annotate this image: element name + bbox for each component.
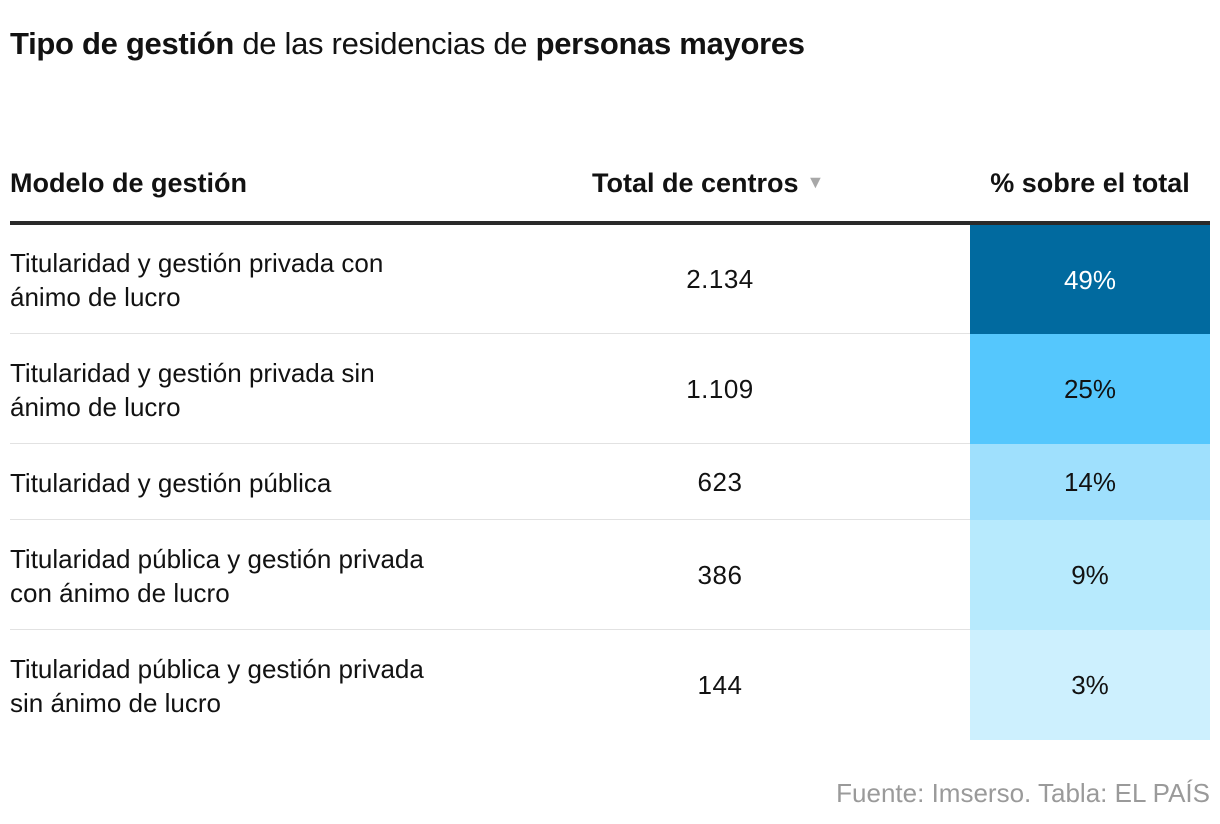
title-regular: de las residencias de (234, 26, 536, 61)
table-row: Titularidad y gestión privada con ánimo … (10, 225, 1210, 334)
sort-down-icon[interactable]: ▼ (806, 172, 825, 192)
cell-model: Titularidad y gestión pública (10, 467, 332, 498)
cell-total: 386 (697, 559, 743, 590)
header-divider (10, 221, 1210, 225)
data-table: Titularidad y gestión privada con ánimo … (10, 225, 1210, 740)
cell-pct: 9% (970, 520, 1210, 630)
cell-total: 144 (697, 669, 743, 700)
cell-total: 1.109 (686, 373, 754, 404)
source-note: Fuente: Imserso. Tabla: EL PAÍS (836, 778, 1210, 808)
cell-pct: 49% (970, 225, 1210, 334)
column-header-total-label[interactable]: Total de centros (592, 168, 799, 198)
cell-pct: 25% (970, 334, 1210, 444)
cell-model: Titularidad y gestión privada con ánimo … (10, 248, 384, 312)
cell-pct: 14% (970, 444, 1210, 520)
cell-model: Titularidad pública y gestión privada si… (10, 653, 424, 718)
table-row: Titularidad pública y gestión privada co… (10, 520, 1210, 630)
column-header-total[interactable]: Total de centros ▼ (592, 162, 862, 204)
cell-pct: 3% (970, 630, 1210, 740)
table-row: Titularidad y gestión pública 623 14% (10, 444, 1210, 520)
cell-total: 623 (697, 466, 743, 497)
table-row: Titularidad pública y gestión privada si… (10, 630, 1210, 740)
column-header-model: Modelo de gestión (10, 168, 248, 198)
table-row: Titularidad y gestión privada sin ánimo … (10, 334, 1210, 444)
cell-total: 2.134 (686, 264, 754, 294)
title-bold-1: Tipo de gestión (10, 26, 234, 61)
title-bold-2: personas mayores (535, 26, 805, 61)
table-header: Modelo de gestión Total de centros ▼ % so… (10, 120, 1210, 222)
cell-model: Titularidad y gestión privada sin ánimo … (10, 357, 375, 422)
cell-model: Titularidad pública y gestión privada co… (10, 543, 424, 608)
chart-title: Tipo de gestión de las residencias de pe… (10, 26, 805, 62)
column-header-pct: % sobre el total (990, 168, 1190, 198)
